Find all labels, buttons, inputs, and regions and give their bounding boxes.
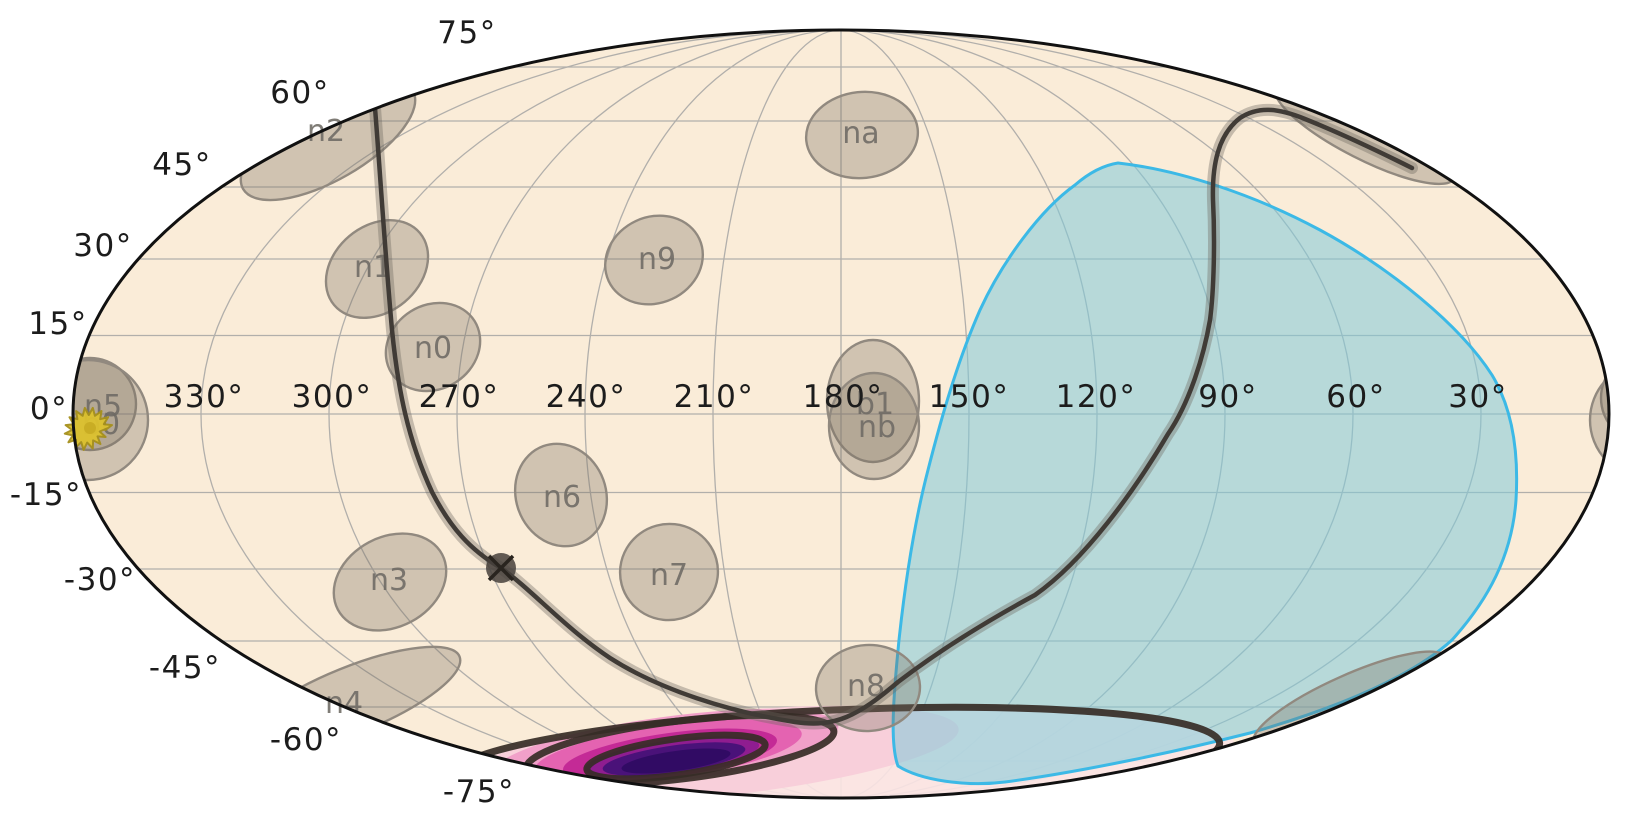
lon-tick-300: 300° — [292, 379, 373, 415]
lat-tick--45: -45° — [149, 650, 221, 686]
detector-label-n3: n3 — [370, 563, 408, 598]
lat-tick-0: 0° — [30, 391, 68, 427]
lon-tick-330: 330° — [164, 379, 245, 415]
longitude-tick-labels: 330° 300° 270° 240° 210° 180° 150° 120° … — [164, 379, 1507, 415]
detector-circle-n0 — [384, 301, 482, 393]
detector-label-na: na — [842, 116, 879, 151]
detector-circle-n8 — [814, 643, 922, 733]
detector-label-nb: nb — [858, 410, 896, 445]
lon-tick-210: 210° — [674, 379, 755, 415]
galactic-center-marker — [486, 553, 516, 583]
lon-tick-60: 60° — [1326, 379, 1385, 415]
detector-label-n6: n6 — [543, 480, 581, 515]
shaded-sky-region — [891, 161, 1519, 786]
lat-tick--30: -30° — [64, 562, 136, 598]
lat-tick--15: -15° — [10, 477, 82, 513]
lon-tick-90: 90° — [1198, 379, 1257, 415]
sun-icon — [63, 406, 113, 451]
lat-tick--60: -60° — [270, 722, 342, 758]
detector-circle-n9 — [603, 214, 705, 306]
detector-circle-n7 — [618, 522, 720, 622]
latitude-tick-labels: 75° 60° 45° 30° 15° 0° -15° -30° -45° -6… — [10, 15, 515, 810]
detector-label-n4: n4 — [325, 686, 363, 721]
lat-tick-30: 30° — [73, 228, 132, 264]
map-boundary — [71, 28, 1611, 800]
detector-circle-n6 — [513, 442, 609, 548]
galactic-plane-curve — [369, 102, 1418, 730]
lon-tick-30: 30° — [1448, 379, 1507, 415]
lon-tick-270: 270° — [419, 379, 500, 415]
lat-tick-60: 60° — [270, 75, 329, 111]
lon-tick-240: 240° — [546, 379, 627, 415]
detector-circle-nb — [827, 371, 921, 481]
detector-circle-na — [804, 90, 920, 180]
shaded-sky-region-outline — [891, 161, 1519, 786]
detector-circle-n5-wrap — [1599, 351, 1609, 445]
detector-label-b1: b1 — [856, 387, 894, 422]
detector-label-n9: n9 — [638, 242, 676, 277]
lat-tick-75: 75° — [437, 15, 496, 51]
lon-tick-150: 150° — [929, 379, 1010, 415]
lat-tick--75: -75° — [443, 774, 515, 810]
lon-tick-120: 120° — [1056, 379, 1137, 415]
lon-tick-180: 180° — [803, 379, 884, 415]
detector-circle-b0-wrap — [1588, 360, 1609, 480]
detector-label-n7: n7 — [650, 558, 688, 593]
detector-label-n0: n0 — [414, 331, 452, 366]
detector-label-n2: n2 — [307, 114, 345, 149]
detector-circle-b1 — [825, 338, 921, 464]
detector-circle-n1 — [324, 219, 430, 319]
detector-circle-n5 — [73, 356, 138, 452]
lat-tick-15: 15° — [28, 306, 87, 342]
detector-circle-n3 — [332, 532, 448, 632]
lat-tick-45: 45° — [152, 147, 211, 183]
